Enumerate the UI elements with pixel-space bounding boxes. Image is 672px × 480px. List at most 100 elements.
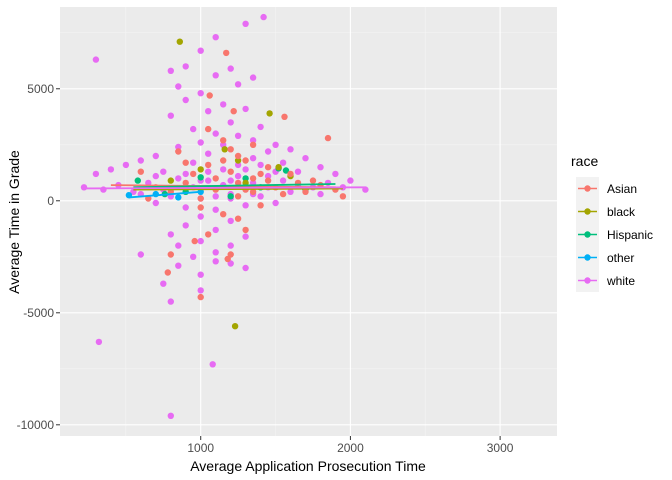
data-point-white: [212, 34, 219, 41]
data-point-white: [279, 177, 287, 184]
data-point-white: [197, 139, 204, 146]
data-point-white: [175, 175, 182, 182]
data-point-asian: [234, 152, 242, 160]
data-point-white: [227, 177, 234, 184]
data-point-white: [205, 108, 212, 115]
data-point-white: [264, 148, 272, 155]
data-point-asian: [264, 164, 272, 171]
data-point-hispanic: [134, 177, 141, 184]
data-point-asian: [223, 49, 230, 57]
y-tick-label: -10000: [17, 418, 55, 432]
data-point-asian: [249, 188, 257, 195]
data-point-white: [205, 177, 212, 184]
trend-line-black: [133, 187, 343, 191]
data-point-white: [249, 74, 257, 81]
panel-background: [60, 7, 557, 436]
data-point-black: [197, 166, 204, 173]
data-point-white: [152, 152, 159, 160]
data-point-white: [257, 161, 264, 169]
data-point-white: [197, 90, 204, 97]
data-point-black: [176, 38, 183, 45]
data-point-asian: [197, 293, 204, 301]
data-point-asian: [281, 113, 288, 121]
data-point-white: [190, 253, 197, 260]
data-point-white: [242, 202, 249, 209]
data-point-hispanic: [282, 167, 290, 174]
data-point-asian: [257, 202, 264, 209]
y-axis-ticks: -10000 -5000 0 5000: [17, 82, 60, 432]
x-axis-title: Average Application Prosecution Time: [190, 458, 426, 474]
data-point-white: [197, 271, 204, 278]
data-point-white: [302, 155, 309, 162]
data-point-asian: [224, 255, 231, 263]
data-point-white: [137, 157, 144, 164]
data-point-white: [197, 237, 204, 245]
data-point-white: [182, 170, 189, 178]
data-point-white: [145, 179, 152, 187]
legend-entry-other: other: [576, 246, 634, 269]
data-point-white: [152, 199, 159, 207]
data-point-white: [227, 217, 234, 225]
data-point-black: [167, 177, 174, 184]
data-point-white: [167, 231, 174, 238]
data-point-asian: [191, 237, 198, 245]
data-point-hispanic: [242, 175, 249, 182]
legend-key-point: [584, 277, 591, 284]
data-point-other: [175, 194, 182, 201]
data-point-black: [231, 323, 239, 330]
data-point-white: [205, 150, 212, 157]
data-point-asian: [205, 231, 212, 238]
data-point-asian: [190, 170, 197, 178]
data-point-asian: [287, 170, 294, 178]
data-point-white: [92, 170, 100, 178]
data-point-hispanic: [227, 193, 234, 200]
legend-entry-asian: Asian: [576, 177, 637, 200]
data-point-white: [249, 155, 257, 162]
data-point-white: [175, 143, 182, 151]
data-point-white: [227, 119, 234, 126]
data-point-black: [234, 157, 242, 164]
data-point-asian: [324, 134, 332, 142]
data-point-asian: [205, 161, 212, 169]
data-point-black: [266, 110, 273, 117]
data-point-white: [234, 161, 242, 169]
data-point-black: [275, 164, 282, 171]
data-point-white: [260, 13, 267, 21]
legend-entry-white: white: [576, 269, 635, 292]
grid: [60, 7, 557, 436]
data-point-white: [197, 287, 204, 294]
data-point-asian: [234, 215, 242, 222]
data-point-white: [287, 146, 294, 153]
data-point-white: [182, 222, 189, 229]
data-point-white: [220, 101, 227, 108]
data-point-white: [287, 188, 294, 195]
data-point-asian: [212, 175, 219, 182]
data-point-white: [167, 67, 174, 75]
data-point-asian: [182, 159, 189, 166]
data-point-asian: [302, 188, 309, 195]
data-point-asian: [227, 146, 234, 153]
legend-key-point: [584, 254, 591, 261]
data-point-asian: [249, 141, 257, 148]
data-point-white: [227, 65, 234, 72]
data-point-white: [264, 172, 272, 180]
data-point-white: [227, 242, 234, 249]
x-tick-label: 2000: [337, 441, 364, 455]
data-point-white: [107, 166, 115, 173]
data-point-white: [209, 361, 216, 368]
data-point-asian: [197, 204, 204, 211]
data-point-white: [212, 258, 219, 265]
data-point-asian: [257, 170, 264, 178]
data-point-asian: [242, 226, 249, 234]
data-point-asian: [220, 211, 227, 218]
data-point-white: [242, 105, 249, 113]
data-point-asian: [339, 193, 347, 200]
data-point-white: [257, 123, 264, 131]
legend: race Asian black Hispanic other white: [571, 153, 653, 292]
data-point-white: [95, 338, 103, 346]
data-point-white: [234, 81, 242, 88]
data-point-white: [234, 172, 242, 180]
legend-key-point: [584, 185, 591, 192]
data-point-white: [175, 262, 182, 269]
